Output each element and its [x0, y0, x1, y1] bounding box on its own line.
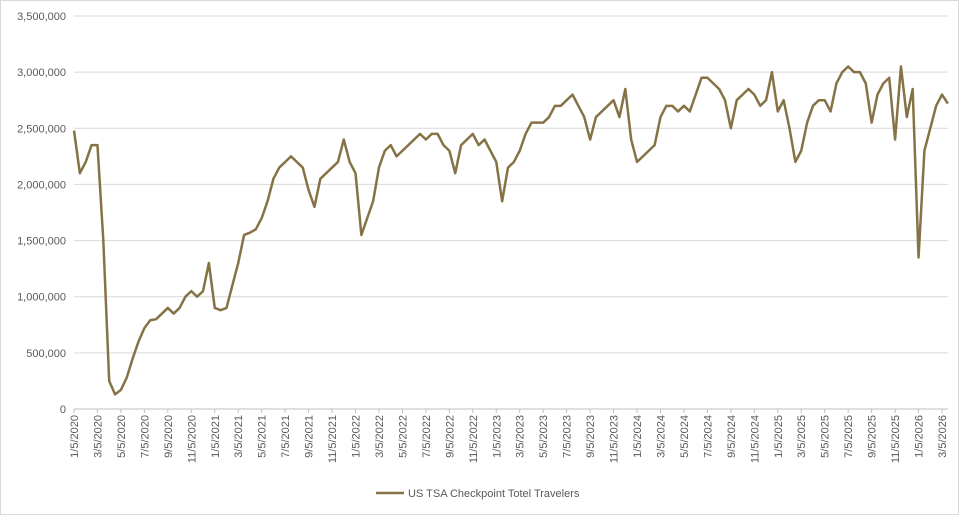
y-tick-label: 500,000: [26, 348, 66, 360]
x-tick-label: 9/5/2025: [867, 415, 879, 458]
x-tick-label: 1/5/2025: [773, 415, 785, 458]
y-tick-label: 1,000,000: [17, 292, 66, 304]
y-tick-label: 3,500,000: [17, 11, 66, 23]
x-tick-label: 5/5/2025: [820, 415, 832, 458]
x-tick-label: 3/5/2021: [233, 415, 245, 458]
legend-label: US TSA Checkpoint Totel Travelers: [408, 488, 580, 500]
x-tick-label: 3/5/2023: [515, 415, 527, 458]
x-tick-label: 9/5/2022: [444, 415, 456, 458]
x-tick-label: 11/5/2020: [186, 415, 198, 463]
x-tick-label: 7/5/2025: [843, 415, 855, 458]
y-tick-label: 2,500,000: [17, 123, 66, 135]
x-tick-label: 9/5/2024: [726, 415, 738, 458]
x-tick-label: 1/5/2022: [351, 415, 363, 458]
x-tick-label: 7/5/2024: [702, 415, 714, 458]
x-tick-label: 11/5/2023: [609, 415, 621, 463]
line-series: [72, 65, 949, 396]
x-tick-label: 9/5/2021: [304, 415, 316, 458]
x-tick-label: 1/5/2021: [210, 415, 222, 458]
x-tick-label: 11/5/2025: [890, 415, 902, 463]
y-tick-label: 1,500,000: [17, 236, 66, 248]
x-tick-label: 1/5/2026: [914, 415, 926, 458]
x-tick-label: 3/5/2022: [374, 415, 386, 458]
x-tick-label: 1/5/2020: [69, 415, 81, 458]
x-tick-label: 7/5/2021: [280, 415, 292, 458]
x-tick-label: 5/5/2024: [679, 415, 691, 458]
x-tick-label: 3/5/2020: [92, 415, 104, 458]
x-tick-label: 3/5/2024: [655, 415, 667, 458]
y-tick-label: 3,000,000: [17, 67, 66, 79]
x-tick-label: 7/5/2023: [562, 415, 574, 458]
x-tick-label: 9/5/2020: [163, 415, 175, 458]
x-tick-label: 9/5/2023: [585, 415, 597, 458]
x-tick-label: 7/5/2020: [139, 415, 151, 458]
x-tick-label: 7/5/2022: [421, 415, 433, 458]
x-tick-label: 11/5/2022: [468, 415, 480, 463]
x-tick-label: 5/5/2020: [116, 415, 128, 458]
x-tick-label: 5/5/2021: [257, 415, 269, 458]
x-tick-label: 5/5/2023: [538, 415, 550, 458]
x-tick-label: 3/5/2026: [937, 415, 949, 458]
y-tick-label: 2,000,000: [17, 179, 66, 191]
x-tick-label: 1/5/2023: [491, 415, 503, 458]
x-tick-label: 11/5/2021: [327, 415, 339, 463]
y-tick-label: 0: [60, 404, 66, 416]
x-tick-label: 1/5/2024: [632, 415, 644, 458]
x-tick-label: 3/5/2025: [796, 415, 808, 458]
x-tick-label: 11/5/2024: [749, 415, 761, 463]
x-tick-label: 5/5/2022: [397, 415, 409, 458]
